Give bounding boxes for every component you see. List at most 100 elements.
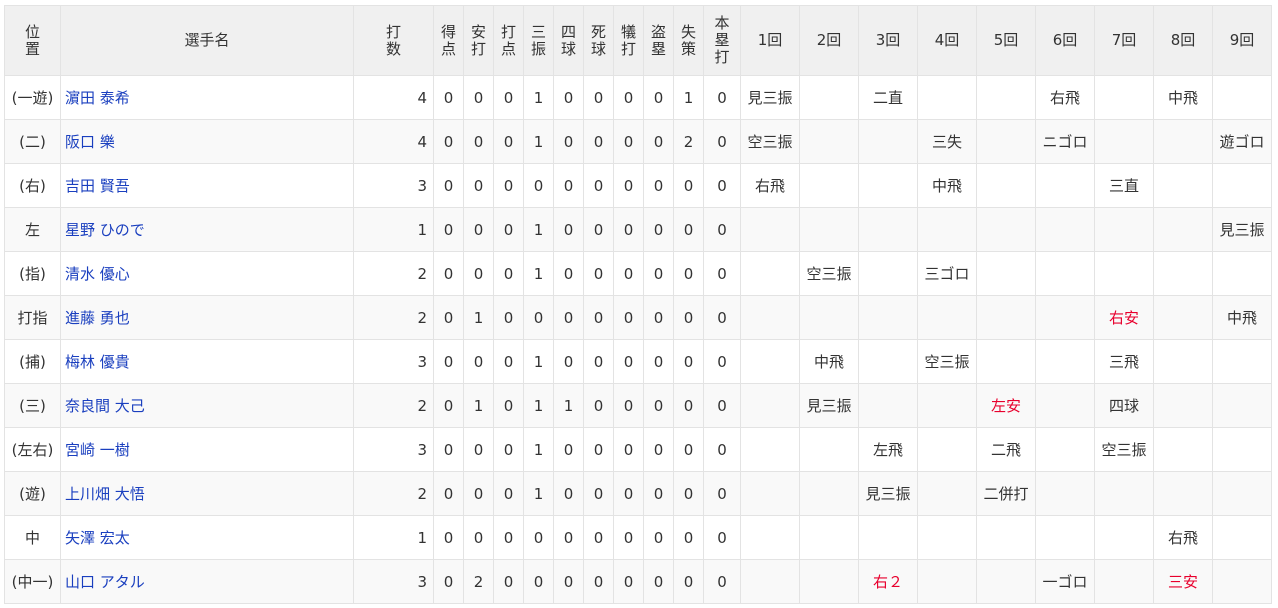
inning-result bbox=[1212, 471, 1272, 516]
stat-value: 0 bbox=[673, 559, 704, 604]
player-name-link[interactable]: 梅林 優貴 bbox=[65, 353, 130, 371]
player-name-link[interactable]: 上川畑 大悟 bbox=[65, 485, 145, 503]
table-row: (三) 奈良間 大己 2 0 1 0 1 1 0 0 0 0 0 見三振 左安 四球 bbox=[4, 383, 1272, 428]
inning-result: 空三振 bbox=[799, 251, 859, 296]
stat-value: 0 bbox=[703, 163, 741, 208]
header-stat: 四球 bbox=[553, 5, 584, 76]
stat-value: 2 bbox=[353, 383, 434, 428]
inning-result bbox=[1094, 75, 1154, 120]
stat-value: 0 bbox=[703, 207, 741, 252]
stat-value: 0 bbox=[613, 427, 644, 472]
stat-value: 0 bbox=[673, 515, 704, 560]
stat-value: 0 bbox=[643, 471, 674, 516]
stat-value: 1 bbox=[353, 207, 434, 252]
inning-result bbox=[740, 339, 800, 384]
player-name-link[interactable]: 奈良間 大己 bbox=[65, 397, 145, 415]
player-name-cell: 星野 ひので bbox=[60, 207, 354, 252]
header-stat-label: 安打 bbox=[471, 22, 487, 58]
inning-result bbox=[1035, 427, 1095, 472]
stat-value: 2 bbox=[353, 251, 434, 296]
player-position: (左右) bbox=[4, 427, 61, 472]
player-name-cell: 宮崎 一樹 bbox=[60, 427, 354, 472]
inning-result: 空三振 bbox=[1094, 427, 1154, 472]
stat-value: 1 bbox=[463, 295, 494, 340]
stat-value: 0 bbox=[553, 75, 584, 120]
inning-result bbox=[1153, 207, 1213, 252]
header-inning: 8回 bbox=[1153, 5, 1213, 76]
stat-value: 0 bbox=[493, 75, 524, 120]
inning-result bbox=[1094, 207, 1154, 252]
player-name-link[interactable]: 阪口 樂 bbox=[65, 133, 115, 151]
inning-result: 一ゴロ bbox=[1035, 559, 1095, 604]
stat-value: 0 bbox=[493, 559, 524, 604]
inning-result: 中飛 bbox=[917, 163, 977, 208]
stat-value: 0 bbox=[703, 383, 741, 428]
player-name-link[interactable]: 宮崎 一樹 bbox=[65, 441, 130, 459]
inning-result bbox=[799, 75, 859, 120]
inning-result bbox=[1035, 207, 1095, 252]
table-row: (指) 清水 優心 2 0 0 0 1 0 0 0 0 0 0 空三振 三ゴロ bbox=[4, 251, 1272, 296]
player-name-cell: 清水 優心 bbox=[60, 251, 354, 296]
inning-result bbox=[1153, 295, 1213, 340]
table-row: (左右) 宮崎 一樹 3 0 0 0 1 0 0 0 0 0 0 左飛 二飛 空三振 bbox=[4, 427, 1272, 472]
stat-value: 1 bbox=[553, 383, 584, 428]
inning-result bbox=[1153, 339, 1213, 384]
header-inning: 1回 bbox=[740, 5, 800, 76]
header-position: 位置 bbox=[4, 5, 61, 76]
player-name-link[interactable]: 吉田 賢吾 bbox=[65, 177, 130, 195]
inning-result bbox=[917, 471, 977, 516]
stat-value: 0 bbox=[643, 559, 674, 604]
player-name-link[interactable]: 星野 ひので bbox=[65, 221, 145, 239]
stat-value: 0 bbox=[673, 427, 704, 472]
stat-value: 0 bbox=[583, 339, 614, 384]
inning-result bbox=[976, 295, 1036, 340]
inning-result bbox=[858, 163, 918, 208]
stat-value: 0 bbox=[583, 515, 614, 560]
player-name-link[interactable]: 山口 アタル bbox=[65, 573, 145, 591]
inning-result bbox=[917, 75, 977, 120]
stat-value: 0 bbox=[463, 471, 494, 516]
inning-result bbox=[799, 471, 859, 516]
player-name-cell: 梅林 優貴 bbox=[60, 339, 354, 384]
player-name-link[interactable]: 清水 優心 bbox=[65, 265, 130, 283]
inning-result: 見三振 bbox=[858, 471, 918, 516]
header-stat-label: 打点 bbox=[501, 22, 517, 58]
inning-result bbox=[1153, 119, 1213, 164]
header-stat: 死球 bbox=[583, 5, 614, 76]
inning-result bbox=[858, 339, 918, 384]
stat-value: 0 bbox=[583, 295, 614, 340]
inning-result: 二直 bbox=[858, 75, 918, 120]
stat-value: 0 bbox=[463, 427, 494, 472]
stat-value: 0 bbox=[463, 207, 494, 252]
table-row: (遊) 上川畑 大悟 2 0 0 0 1 0 0 0 0 0 0 見三振 二併打 bbox=[4, 471, 1272, 516]
stat-value: 0 bbox=[613, 383, 644, 428]
inning-result: 三安 bbox=[1153, 559, 1213, 604]
inning-result bbox=[740, 383, 800, 428]
player-name-link[interactable]: 矢澤 宏太 bbox=[65, 529, 130, 547]
inning-result: 中飛 bbox=[1212, 295, 1272, 340]
stat-value: 0 bbox=[493, 207, 524, 252]
inning-result: 見三振 bbox=[799, 383, 859, 428]
stat-value: 1 bbox=[523, 251, 554, 296]
stat-value: 0 bbox=[613, 559, 644, 604]
player-name-link[interactable]: 進藤 勇也 bbox=[65, 309, 130, 327]
stat-value: 0 bbox=[433, 295, 464, 340]
stat-value: 0 bbox=[613, 251, 644, 296]
stat-value: 0 bbox=[523, 559, 554, 604]
header-stat: 三振 bbox=[523, 5, 554, 76]
header-inning-label: 1回 bbox=[757, 31, 783, 49]
inning-result bbox=[1153, 251, 1213, 296]
stat-value: 1 bbox=[523, 427, 554, 472]
inning-result bbox=[799, 295, 859, 340]
inning-result: 空三振 bbox=[740, 119, 800, 164]
stat-value: 0 bbox=[673, 471, 704, 516]
stat-value: 0 bbox=[613, 339, 644, 384]
inning-result bbox=[1094, 119, 1154, 164]
inning-result bbox=[976, 75, 1036, 120]
inning-result bbox=[917, 559, 977, 604]
stat-value: 0 bbox=[493, 163, 524, 208]
inning-result: 左安 bbox=[976, 383, 1036, 428]
player-name-cell: 吉田 賢吾 bbox=[60, 163, 354, 208]
player-name-cell: 阪口 樂 bbox=[60, 119, 354, 164]
player-name-link[interactable]: 濵田 泰希 bbox=[65, 89, 130, 107]
